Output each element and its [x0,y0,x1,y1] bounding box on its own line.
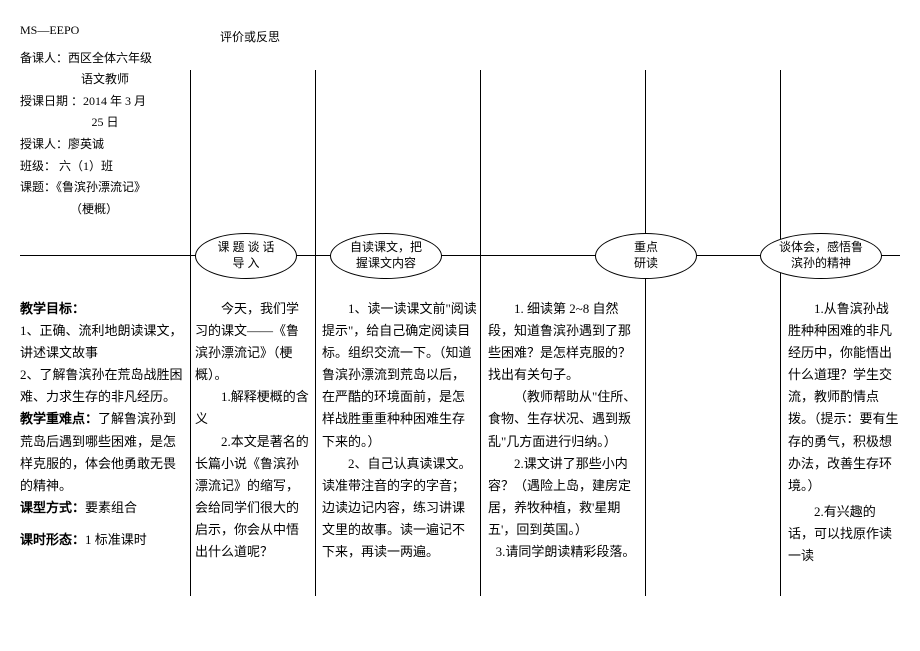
content-para: 今天，我们学习的课文——《鲁滨孙漂流记》（梗概）。 [195,298,310,386]
header-line: 班级： 六（1）班 [20,156,190,178]
step-content-focus: 1. 细读第 2~8 自然段，知道鲁滨孙遇到了那些困难？是怎样克服的？找出有关句… [488,298,643,563]
step-oval-focus: 重点研读 [595,233,697,279]
vert-line-top [315,70,316,255]
form-heading: 课时形态： [20,532,85,547]
oval-text: 重点 [634,240,658,254]
content-para: 2.本文是著名的长篇小说《鲁滨孙漂流记》的缩写，会给同学们很大的启示，你会从中悟… [195,431,310,564]
content-para: 3.请同学朗读精彩段落。 [488,541,643,563]
step-oval-intro: 课 题 谈 话导 入 [195,233,297,279]
lesson-plan-diagram: MS—EEPO 备课人：西区全体六年级 语文教师 授课日期 ：2014 年 3 … [20,20,900,631]
header-line: 授课人：廖英诚 [20,134,190,156]
header-line: 备课人：西区全体六年级 [20,48,190,70]
content-para: 2.课文讲了那些小内容？（遇险上岛，建房定居，养牧种植，救'星期五'，回到英国。… [488,453,643,541]
oval-text: 研读 [634,256,658,270]
objective-item: 2、了解鲁滨孙在荒岛战胜困难、力求生存的非凡经历。 [20,364,185,408]
header-meta: MS—EEPO 备课人：西区全体六年级 语文教师 授课日期 ：2014 年 3 … [20,20,190,220]
step-oval-reflect: 谈体会，感悟鲁滨孙的精神 [760,233,882,279]
step-content-reflect: 1.从鲁滨孙战胜种种困难的非凡经历中，你能悟出什么道理？学生交流，教师酌情点拨。… [788,298,900,571]
content-para: 1.从鲁滨孙战胜种种困难的非凡经历中，你能悟出什么道理？学生交流，教师酌情点拨。… [788,298,900,497]
form-text: 1 标准课时 [85,532,147,547]
vert-line-top [190,70,191,255]
left-meta-column: 教学目标： 1、正确、流利地朗读课文，讲述课文故事 2、了解鲁滨孙在荒岛战胜困难… [20,298,185,551]
step-oval-read: 自读课文，把握课文内容 [330,233,442,279]
header-line: 语文教师 [20,69,190,91]
header-line: 课题：《鲁滨孙漂流记》 [20,177,190,199]
content-para: 1.解释梗概的含义 [195,386,310,430]
content-para: 1. 细读第 2~8 自然段，知道鲁滨孙遇到了那些困难？是怎样克服的？找出有关句… [488,298,643,386]
vert-line-top [645,70,646,255]
eval-label: 评价或反思 [220,28,280,45]
mode-text: 要素组合 [85,500,137,515]
objective-item: 1、正确、流利地朗读课文，讲述课文故事 [20,320,185,364]
oval-text: 谈体会，感悟鲁 [779,240,863,254]
content-para: 1、读一读课文前"阅读提示"，给自己确定阅读目标。组织交流一下。（知道鲁滨孙漂流… [322,298,477,453]
header-line: 授课日期 ：2014 年 3 月 [20,91,190,113]
oval-text: 导 入 [232,256,259,270]
vert-line-bottom [190,256,191,596]
oval-text: 滨孙的精神 [791,256,851,270]
mode-heading: 课型方式： [20,500,85,515]
oval-text: 课 题 谈 话 [217,240,274,254]
step-content-intro: 今天，我们学习的课文——《鲁滨孙漂流记》（梗概）。 1.解释梗概的含义 2.本文… [195,298,310,563]
header-line: （梗概） [20,199,190,221]
content-para: （教师帮助从"住所、食物、生存状况、遇到叛乱"几方面进行归纳。） [488,386,643,452]
oval-text: 自读课文，把 [350,240,422,254]
vert-line-bottom [315,256,316,596]
difficulty-heading: 教学重难点： [20,411,98,426]
vert-line-bottom [480,256,481,596]
content-para: 2.有兴趣的话，可以找原作读一读 [788,501,900,567]
vert-line-bottom [645,256,646,596]
oval-text: 握课文内容 [356,256,416,270]
vert-line-top [780,70,781,255]
vert-line-bottom [780,256,781,596]
ms-code: MS—EEPO [20,20,190,42]
objectives-heading: 教学目标： [20,301,85,316]
step-content-read: 1、读一读课文前"阅读提示"，给自己确定阅读目标。组织交流一下。（知道鲁滨孙漂流… [322,298,477,563]
vert-line-top [480,70,481,255]
header-line: 25 日 [20,112,190,134]
content-para: 2、自己认真读课文。读准带注音的字的字音；边读边记内容，练习讲课文里的故事。读一… [322,453,477,563]
